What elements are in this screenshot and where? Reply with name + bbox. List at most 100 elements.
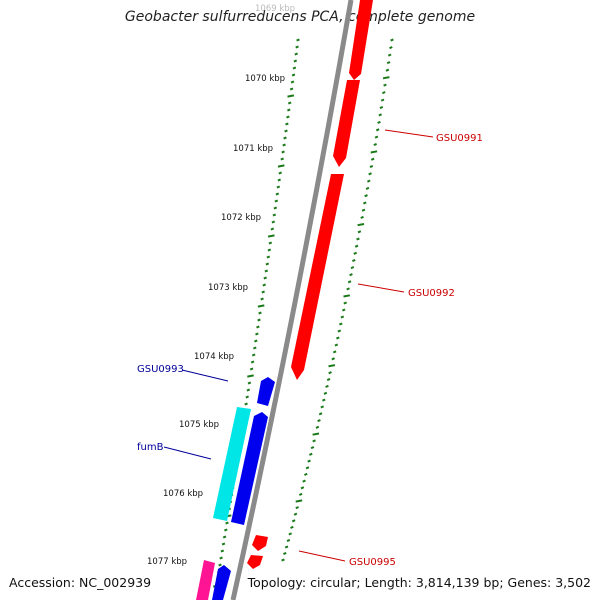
minor-tick	[375, 128, 380, 132]
minor-tick	[374, 135, 379, 139]
kbp-label-1076: 1076 kbp	[163, 489, 203, 499]
minor-tick	[281, 558, 285, 562]
gene-label-gsu0992[interactable]: GSU0992	[408, 288, 455, 299]
kbp-label-1072: 1072 kbp	[221, 213, 261, 223]
minor-tick	[246, 388, 251, 392]
minor-tick	[382, 91, 386, 95]
minor-tick	[290, 80, 295, 84]
minor-tick	[387, 53, 392, 57]
kbp-label-1074: 1074 kbp	[194, 352, 234, 362]
minor-tick	[293, 512, 298, 516]
gene-block-gsu0995-b[interactable]	[247, 555, 263, 569]
minor-tick	[286, 115, 290, 119]
minor-tick	[300, 486, 305, 490]
minor-tick	[364, 194, 368, 198]
major-tick	[312, 432, 320, 436]
minor-tick	[377, 120, 381, 124]
minor-tick	[263, 276, 267, 280]
minor-tick	[244, 402, 248, 406]
minor-tick	[290, 525, 294, 529]
gene-block-fumb[interactable]	[213, 407, 251, 521]
minor-tick	[287, 108, 291, 112]
forward-strand-genes	[247, 0, 373, 569]
minor-tick	[350, 266, 355, 270]
minor-tick	[284, 545, 289, 549]
inner-tick-ring	[281, 38, 394, 562]
minor-tick	[361, 208, 366, 212]
minor-tick	[353, 251, 357, 255]
minor-tick	[264, 269, 269, 273]
accession-text: Accession: NC_002939	[9, 575, 152, 590]
minor-tick	[257, 318, 261, 322]
genome-backbone	[230, 0, 354, 600]
minor-tick	[368, 172, 372, 176]
minor-tick	[349, 273, 353, 277]
minor-tick	[250, 360, 255, 364]
minor-tick	[289, 87, 294, 91]
gene-block-top[interactable]	[349, 0, 373, 80]
genome-summary-text: Topology: circular; Length: 3,814,139 bp…	[247, 575, 591, 590]
minor-tick	[334, 343, 339, 347]
major-tick	[382, 76, 390, 80]
minor-tick	[323, 391, 328, 395]
minor-tick	[354, 244, 359, 248]
minor-tick	[378, 113, 382, 117]
minor-tick	[383, 83, 387, 87]
gene-block-pink[interactable]	[196, 560, 215, 600]
minor-tick	[266, 255, 271, 259]
minor-tick	[370, 157, 375, 161]
minor-tick	[309, 452, 313, 456]
gene-label-fumb[interactable]: fumB	[137, 442, 164, 453]
gene-block-gsu0991[interactable]	[333, 80, 360, 167]
minor-tick	[367, 179, 371, 183]
kbp-label-1073: 1073 kbp	[208, 283, 248, 293]
minor-tick	[283, 551, 287, 556]
minor-tick	[291, 519, 296, 523]
minor-tick	[295, 45, 299, 49]
minor-tick	[340, 315, 345, 319]
major-tick	[343, 294, 351, 298]
kbp-label-1069: 1069 kbp	[255, 4, 295, 14]
minor-tick	[386, 61, 391, 65]
minor-tick	[225, 521, 229, 525]
minor-tick	[322, 398, 326, 402]
minor-tick	[268, 241, 273, 245]
minor-tick	[310, 446, 315, 450]
minor-tick	[317, 419, 321, 423]
major-tick	[247, 374, 254, 378]
minor-tick	[363, 201, 367, 205]
minor-tick	[379, 105, 384, 110]
gene-block-gsu0993[interactable]	[257, 377, 275, 406]
gene-label-gsu0993[interactable]: GSU0993	[137, 364, 184, 375]
minor-tick	[331, 357, 335, 361]
major-tick	[277, 164, 285, 168]
kbp-label-1077: 1077 kbp	[147, 557, 187, 567]
minor-tick	[339, 322, 343, 326]
minor-tick	[283, 136, 287, 140]
minor-tick	[267, 248, 272, 252]
minor-tick	[352, 258, 356, 263]
gene-label-gsu0995[interactable]: GSU0995	[349, 557, 396, 568]
gene-block-bottom-blue[interactable]	[212, 565, 231, 600]
minor-tick	[292, 66, 297, 70]
gene-block-gsu0992[interactable]	[291, 174, 344, 380]
minor-tick	[305, 466, 310, 470]
minor-tick	[304, 472, 308, 476]
minor-tick	[287, 101, 292, 105]
minor-tick	[222, 535, 227, 539]
minor-tick	[302, 479, 306, 483]
minor-tick	[336, 336, 340, 340]
gene-block-reverse-long[interactable]	[231, 412, 268, 525]
minor-tick	[347, 280, 352, 284]
minor-tick	[261, 290, 265, 294]
gene-label-gsu0991[interactable]: GSU0991	[436, 133, 483, 144]
minor-tick	[276, 185, 281, 189]
minor-tick	[380, 98, 385, 102]
minor-tick	[245, 395, 249, 399]
major-tick	[370, 150, 378, 154]
gene-block-gsu0995-a[interactable]	[252, 535, 268, 551]
minor-tick	[328, 371, 332, 375]
genome-title: Geobacter sulfurreducens PCA, complete g…	[124, 9, 476, 25]
